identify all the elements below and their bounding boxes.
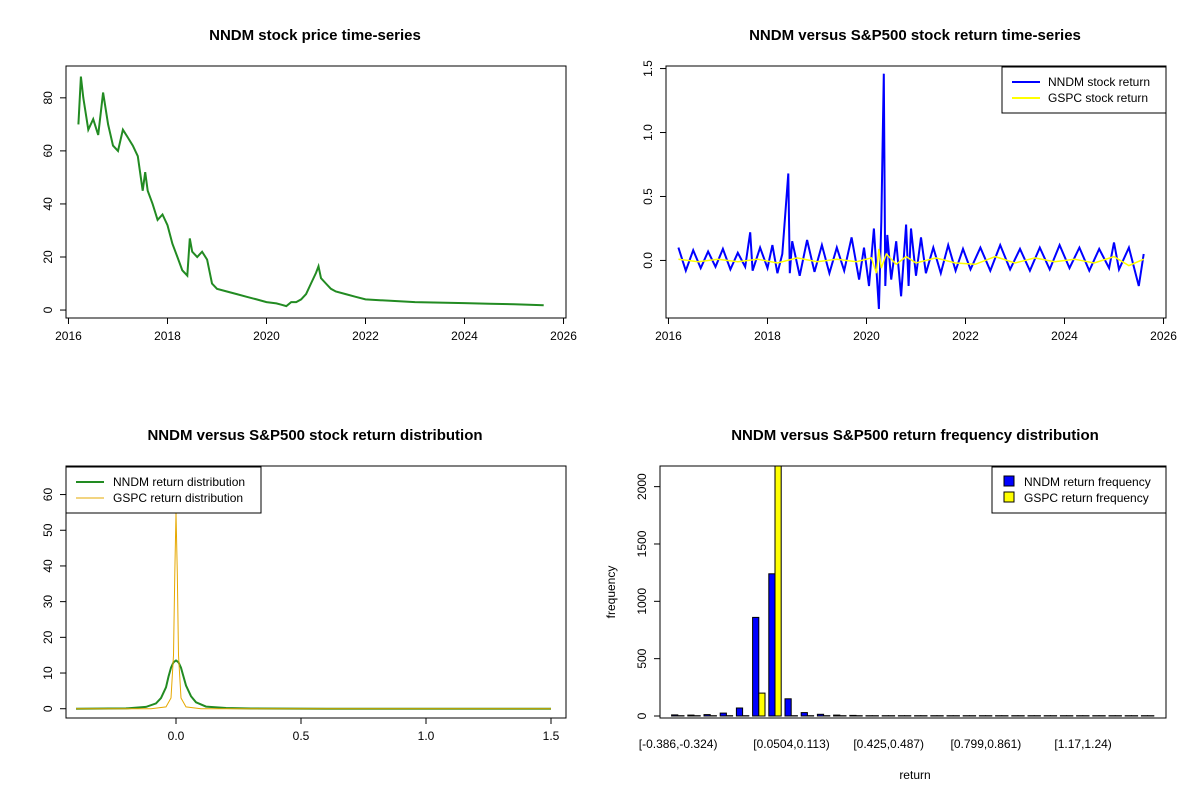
nndm-frequency-bar bbox=[849, 714, 857, 717]
plot-frame bbox=[65, 65, 567, 319]
panel-price-timeseries: NNDM stock price time-series 2016 2018 202… bbox=[41, 27, 577, 343]
x-tick-label: 2024 bbox=[1051, 329, 1078, 343]
legend-label-gspc: GSPC stock return bbox=[1048, 91, 1148, 105]
y-tick-label: 1500 bbox=[635, 530, 649, 557]
legend-box bbox=[1001, 66, 1167, 114]
axes: 2016 2018 2020 2022 2024 2026 0 20 40 60 80 bbox=[41, 91, 577, 343]
chart-title: NNDM stock price time-series bbox=[209, 27, 421, 44]
x-tick-label: 2016 bbox=[55, 329, 82, 343]
y-tick-label: 60 bbox=[41, 488, 55, 502]
y-tick-label: 0 bbox=[41, 705, 55, 712]
legend-label-gspc: GSPC return distribution bbox=[113, 491, 243, 505]
gspc-density-line bbox=[76, 512, 551, 710]
legend: NNDM return frequency GSPC return freque… bbox=[991, 466, 1167, 514]
legend-label-gspc: GSPC return frequency bbox=[1024, 491, 1149, 505]
nndm-frequency-bar bbox=[816, 713, 825, 717]
x-tick-label: 1.0 bbox=[418, 729, 435, 743]
y-tick-label: 0 bbox=[41, 306, 55, 313]
price-series-line bbox=[77, 76, 544, 308]
data-layer bbox=[677, 73, 1145, 310]
panel-return-frequency: NNDM versus S&P500 return frequency dist… bbox=[604, 427, 1167, 782]
x-tick-label: 2024 bbox=[451, 329, 478, 343]
y-tick-label: 500 bbox=[635, 648, 649, 668]
x-tick-label: 2018 bbox=[754, 329, 781, 343]
nndm-frequency-bar bbox=[687, 714, 695, 717]
y-tick-label: 40 bbox=[41, 197, 55, 211]
y-tick-label: 40 bbox=[41, 559, 55, 573]
x-tick-label: 2026 bbox=[1150, 329, 1177, 343]
data-layer bbox=[671, 465, 1155, 717]
y-tick-label: 30 bbox=[41, 595, 55, 609]
gspc-frequency-bar bbox=[774, 465, 782, 717]
chart-title: NNDM versus S&P500 stock return time-ser… bbox=[749, 27, 1081, 44]
nndm-frequency-bar bbox=[784, 698, 792, 717]
legend-box bbox=[991, 466, 1167, 514]
x-tick-label: [0.425,0.487) bbox=[853, 737, 924, 751]
x-tick-label: 0.0 bbox=[168, 729, 185, 743]
nndm-return-line bbox=[677, 73, 1145, 310]
x-tick-label: 2026 bbox=[550, 329, 577, 343]
x-tick-label: 2022 bbox=[352, 329, 379, 343]
y-tick-label: 0 bbox=[635, 712, 649, 719]
y-tick-label: 0.5 bbox=[641, 188, 655, 205]
legend: NNDM return distribution GSPC return dis… bbox=[65, 466, 262, 514]
x-tick-label: [1.17,1.24) bbox=[1054, 737, 1111, 751]
nndm-density-line bbox=[75, 659, 551, 710]
x-tick-label: 2018 bbox=[154, 329, 181, 343]
y-tick-label: 50 bbox=[41, 523, 55, 537]
nndm-frequency-bar bbox=[719, 712, 727, 717]
panel-return-timeseries: NNDM versus S&P500 stock return time-ser… bbox=[641, 27, 1177, 343]
y-tick-label: 1.5 bbox=[641, 60, 655, 77]
y-tick-label: 10 bbox=[41, 666, 55, 680]
nndm-frequency-bar bbox=[833, 714, 841, 717]
x-tick-label: 0.5 bbox=[293, 729, 310, 743]
gspc-return-line bbox=[678, 248, 1144, 274]
x-tick-label: [-0.386,-0.324) bbox=[639, 737, 718, 751]
nndm-frequency-bar bbox=[752, 616, 760, 717]
y-tick-label: 1.0 bbox=[641, 124, 655, 141]
x-tick-label: 2022 bbox=[952, 329, 979, 343]
legend-label-nndm: NNDM stock return bbox=[1048, 75, 1150, 89]
legend-label-nndm: NNDM return frequency bbox=[1024, 475, 1151, 489]
nndm-frequency-bar bbox=[703, 714, 711, 717]
y-tick-label: 80 bbox=[41, 91, 55, 105]
x-tick-label: [0.799,0.861) bbox=[951, 737, 1022, 751]
legend-swatch-nndm bbox=[1003, 475, 1015, 487]
nndm-frequency-bar bbox=[768, 573, 776, 717]
x-tick-label: 2020 bbox=[853, 329, 880, 343]
y-tick-label: 60 bbox=[41, 144, 55, 158]
nndm-frequency-bar bbox=[735, 707, 744, 717]
x-tick-label: [0.0504,0.113) bbox=[753, 737, 830, 751]
axes: 0.0 0.5 1.0 1.5 0 10 20 30 40 50 60 bbox=[41, 488, 560, 743]
nndm-frequency-bar bbox=[800, 712, 808, 717]
axes: 2016 2018 2020 2022 2024 2026 0.0 0.5 1.0 1.5 bbox=[641, 60, 1177, 343]
y-tick-label: 1000 bbox=[635, 588, 649, 615]
legend-box bbox=[65, 466, 262, 514]
y-tick-label: 0.0 bbox=[641, 252, 655, 269]
data-layer bbox=[75, 512, 551, 710]
x-tick-label: 1.5 bbox=[543, 729, 560, 743]
y-tick-label: 2000 bbox=[635, 473, 649, 500]
x-tick-label: 2016 bbox=[655, 329, 682, 343]
legend: NNDM stock return GSPC stock return bbox=[1001, 66, 1167, 114]
legend-swatch-gspc bbox=[1003, 491, 1015, 503]
chart-title: NNDM versus S&P500 return frequency dist… bbox=[731, 427, 1099, 444]
panel-return-distribution: NNDM versus S&P500 stock return distribu… bbox=[41, 427, 567, 743]
x-tick-label: 2020 bbox=[253, 329, 280, 343]
y-tick-label: 20 bbox=[41, 630, 55, 644]
y-tick-label: 20 bbox=[41, 250, 55, 264]
data-layer bbox=[77, 76, 544, 308]
gspc-frequency-bar bbox=[758, 692, 766, 717]
legend-label-nndm: NNDM return distribution bbox=[113, 475, 245, 489]
nndm-frequency-bar bbox=[671, 714, 679, 717]
y-axis-label: frequency bbox=[604, 566, 618, 619]
axes: 0 500 1000 1500 2000 [-0.386,-0.324) [0.0504,0… bbox=[635, 473, 1112, 751]
x-axis-label: return bbox=[899, 768, 930, 782]
chart-title: NNDM versus S&P500 stock return distribu… bbox=[147, 427, 482, 444]
